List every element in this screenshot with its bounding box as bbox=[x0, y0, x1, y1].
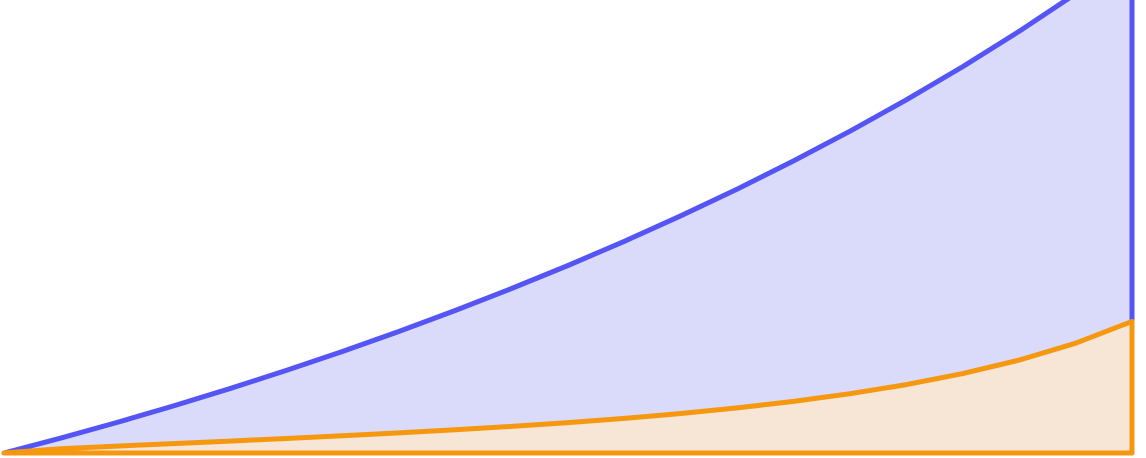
series-2-area bbox=[1, 318, 1135, 456]
